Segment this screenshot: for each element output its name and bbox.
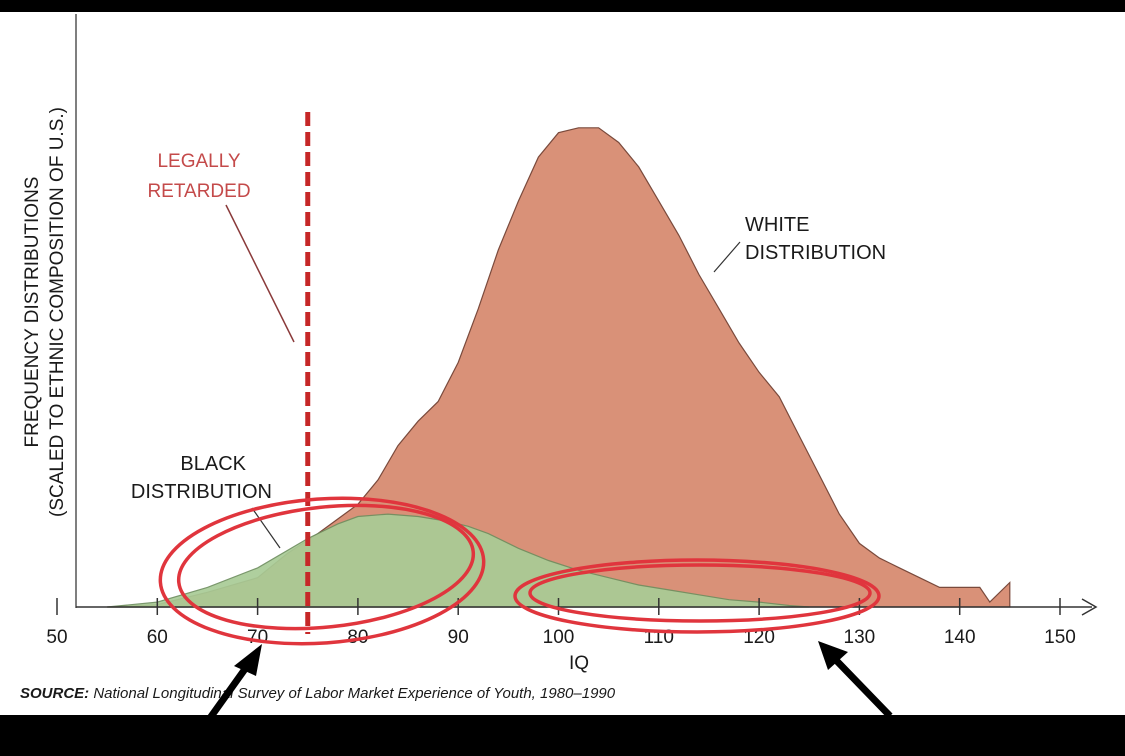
x-tick-label: 70 [247,627,268,648]
x-tick-label: 50 [46,627,67,648]
red-circle-left-inner [176,503,476,631]
x-tick-label: 60 [147,627,168,648]
x-axis-arrow-icon [1081,598,1098,616]
red-circle-right-outer [513,558,881,634]
x-axis-title: IQ [569,653,589,674]
x-tick-label: 100 [543,627,575,648]
cutoff-label-line-2: RETARDED [147,181,250,202]
legally-retarded-annotation: LEGALLY RETARDED [147,112,311,634]
black-arrow-marks [207,641,893,721]
black-label-line-1: BLACK [180,453,246,475]
y-axis-title-line-1: FREQUENCY DISTRIBUTIONS [22,177,43,448]
x-tick-label: 130 [844,627,876,648]
white-distribution-label: WHITE DISTRIBUTION [713,214,886,273]
white-label-line-1: WHITE [745,214,809,236]
arrow-left-shaft [207,659,253,721]
black-label-line-2: DISTRIBUTION [131,481,272,503]
black-distribution-area [107,513,810,608]
arrow-left-head-icon [234,644,262,676]
x-tick-label: 80 [347,627,368,648]
x-tick-label: 140 [944,627,976,648]
cutoff-leader-line [225,204,295,343]
black-distribution-label: BLACK DISTRIBUTION [131,453,281,549]
red-circle-right-inner [528,563,872,623]
source-text: National Longitudinal Survey of Labor Ma… [93,685,615,702]
x-tick-label: 90 [448,627,469,648]
x-tick-label: 120 [743,627,775,648]
x-tick-label: 150 [1044,627,1076,648]
cutoff-label-line-1: LEGALLY [157,151,240,172]
black-leader-line [251,507,281,549]
red-circle-left-outer [158,496,486,646]
white-label-line-2: DISTRIBUTION [745,242,886,264]
arrow-right-head-icon [818,641,848,670]
arrow-right-shaft [829,653,893,719]
y-axis-title-line-2: (SCALED TO ETHNIC COMPOSITION OF U.S.) [47,107,68,517]
source-label: SOURCE: [20,685,89,702]
red-circle-marks [158,496,881,646]
white-leader-line [713,241,741,273]
source-note: SOURCE: National Longitudinal Survey of … [20,685,616,702]
y-axis-title: FREQUENCY DISTRIBUTIONS (SCALED TO ETHNI… [22,107,68,517]
